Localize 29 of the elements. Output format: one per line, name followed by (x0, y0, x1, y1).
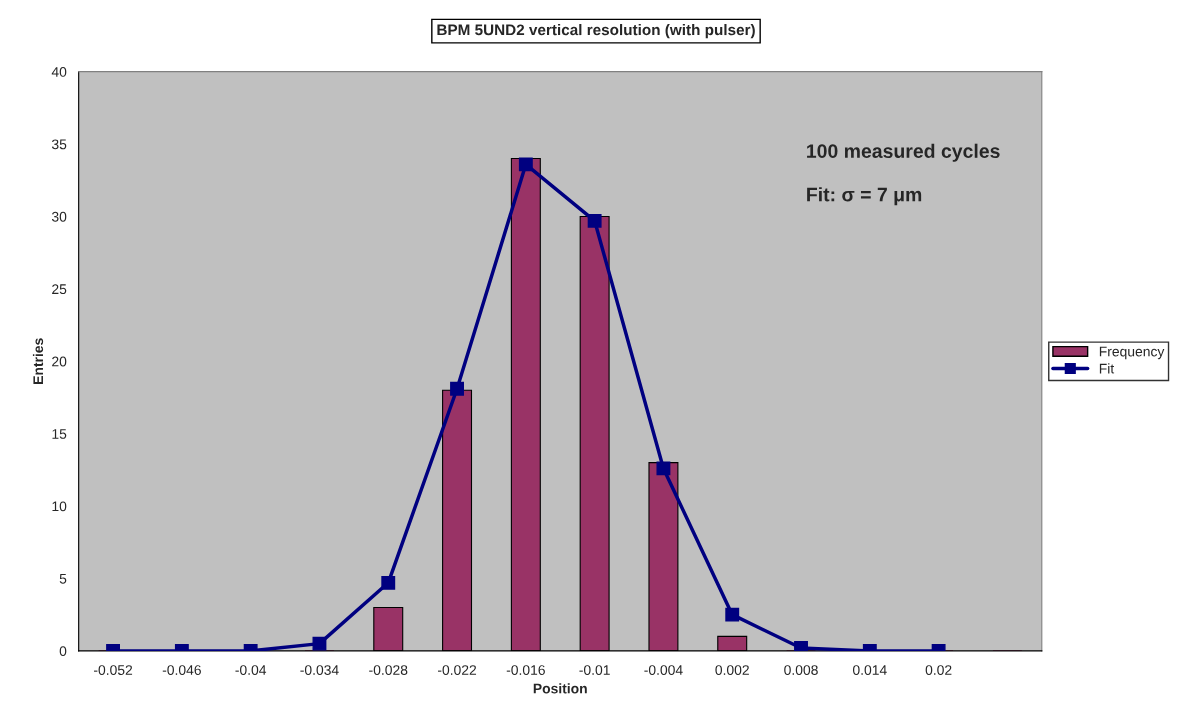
x-tick-label: -0.04 (235, 665, 267, 675)
y-tick-label: 10 (52, 501, 67, 512)
x-tick-label: -0.052 (94, 665, 133, 675)
annotation: Fit: σ = 7 μm (807, 187, 922, 206)
x-tick-label: -0.01 (579, 665, 610, 675)
y-tick-label: 0 (59, 646, 67, 657)
y-tick-label: 5 (59, 573, 67, 584)
x-tick-label: -0.016 (506, 665, 545, 675)
x-tick-label: -0.022 (437, 665, 477, 675)
y-tick-label: 15 (52, 429, 67, 439)
x-tick-label: -0.004 (644, 665, 683, 675)
x-tick-label: -0.034 (300, 665, 339, 675)
x-axis-title: Position (533, 683, 587, 694)
chart-title: BPM 5UND2 vertical resolution (with pulser) (437, 24, 755, 39)
y-tick-label: 40 (51, 67, 67, 77)
legend-label: Frequency (1099, 346, 1165, 360)
legend-label: Fit (1099, 363, 1115, 374)
annotation: 100 measured cycles (807, 143, 1000, 162)
x-tick-label: 0.008 (784, 665, 818, 675)
x-tick-label: 0.002 (715, 665, 749, 675)
x-tick-label: -0.028 (369, 665, 408, 675)
y-tick-label: 30 (51, 211, 67, 222)
y-tick-label: 20 (52, 356, 67, 367)
y-tick-label: 25 (52, 284, 67, 295)
x-tick-label: 0.014 (852, 665, 887, 675)
y-tick-label: 35 (51, 139, 67, 150)
x-tick-label: -0.046 (162, 665, 201, 675)
x-tick-label: 0.02 (925, 665, 952, 675)
y-axis-title: Entries (32, 338, 44, 384)
